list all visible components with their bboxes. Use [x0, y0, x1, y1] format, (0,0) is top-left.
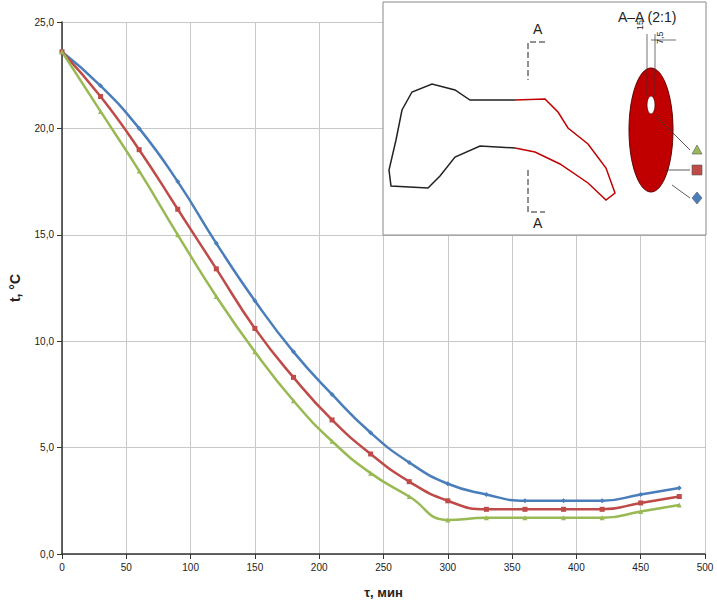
svg-text:0: 0: [59, 562, 65, 573]
svg-text:0,0: 0,0: [40, 549, 54, 560]
svg-text:500: 500: [697, 562, 714, 573]
svg-text:300: 300: [439, 562, 456, 573]
svg-text:5,0: 5,0: [40, 442, 54, 453]
svg-text:7,5: 7,5: [655, 31, 665, 44]
svg-text:τ, мин: τ, мин: [364, 585, 403, 600]
svg-text:50: 50: [121, 562, 133, 573]
svg-text:20,0: 20,0: [35, 123, 55, 134]
svg-text:150: 150: [247, 562, 264, 573]
svg-text:A–A (2:1): A–A (2:1): [618, 9, 676, 25]
svg-text:200: 200: [311, 562, 328, 573]
svg-text:450: 450: [632, 562, 649, 573]
svg-text:15,0: 15,0: [35, 229, 55, 240]
svg-text:350: 350: [504, 562, 521, 573]
svg-text:250: 250: [375, 562, 392, 573]
svg-text:10,0: 10,0: [35, 336, 55, 347]
svg-text:400: 400: [568, 562, 585, 573]
svg-text:A: A: [533, 21, 543, 37]
svg-text:25,0: 25,0: [35, 17, 55, 28]
svg-text:100: 100: [182, 562, 199, 573]
svg-text:t, °C: t, °C: [7, 274, 23, 302]
svg-text:A: A: [533, 215, 543, 231]
svg-text:15: 15: [635, 20, 645, 30]
